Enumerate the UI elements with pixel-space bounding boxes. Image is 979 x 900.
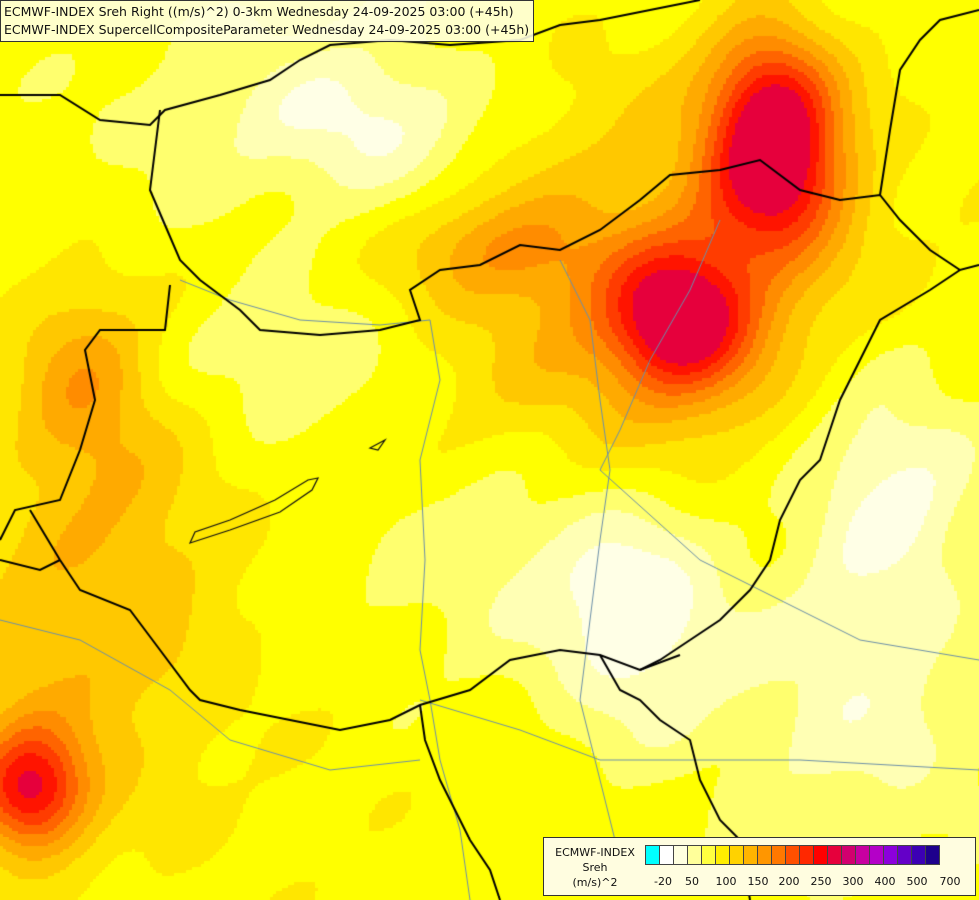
legend-tick-label: 500: [906, 875, 928, 888]
legend-swatch: [813, 845, 828, 865]
legend-tick-label: 200: [778, 875, 800, 888]
legend-swatch: [659, 845, 674, 865]
legend-swatch: [771, 845, 786, 865]
legend-swatch: [883, 845, 898, 865]
legend-swatch: [925, 845, 940, 865]
legend-swatch: [911, 845, 926, 865]
legend-tick-label: -20: [654, 875, 672, 888]
legend-tick-labels: -20 50 100 150 200 250 300 400 500 700: [646, 875, 966, 891]
legend-swatch: [715, 845, 730, 865]
legend-swatch: [729, 845, 744, 865]
legend-tick-label: 100: [715, 875, 737, 888]
legend-swatch: [743, 845, 758, 865]
legend-tick-label: 300: [842, 875, 864, 888]
legend-model: ECMWF-INDEX: [555, 846, 635, 859]
legend-swatch: [785, 845, 800, 865]
legend-swatch: [869, 845, 884, 865]
legend-swatch: [645, 845, 660, 865]
color-legend: ECMWF-INDEX Sreh (m/s)^2 -20 50 100 150 200 2…: [543, 837, 976, 896]
legend-swatch: [701, 845, 716, 865]
legend-swatch: [855, 845, 870, 865]
legend-variable: Sreh: [582, 861, 608, 874]
legend-swatch: [897, 845, 912, 865]
map-title-box: ECMWF-INDEX Sreh Right ((m/s)^2) 0-3km W…: [0, 0, 535, 42]
legend-tick-label: 700: [939, 875, 961, 888]
legend-swatch: [673, 845, 688, 865]
legend-label: ECMWF-INDEX Sreh (m/s)^2: [548, 845, 642, 890]
map-title-line-2: ECMWF-INDEX SupercellCompositeParameter …: [4, 22, 530, 37]
legend-swatch: [687, 845, 702, 865]
legend-swatch: [799, 845, 814, 865]
legend-swatch: [757, 845, 772, 865]
legend-unit: (m/s)^2: [572, 876, 618, 889]
legend-tick-label: 150: [747, 875, 769, 888]
legend-swatch: [841, 845, 856, 865]
legend-color-scale: [645, 845, 940, 865]
legend-tick-label: 50: [685, 875, 699, 888]
legend-swatch: [827, 845, 842, 865]
legend-tick-label: 250: [810, 875, 832, 888]
map-title-line-1: ECMWF-INDEX Sreh Right ((m/s)^2) 0-3km W…: [4, 4, 514, 19]
legend-tick-label: 400: [874, 875, 896, 888]
